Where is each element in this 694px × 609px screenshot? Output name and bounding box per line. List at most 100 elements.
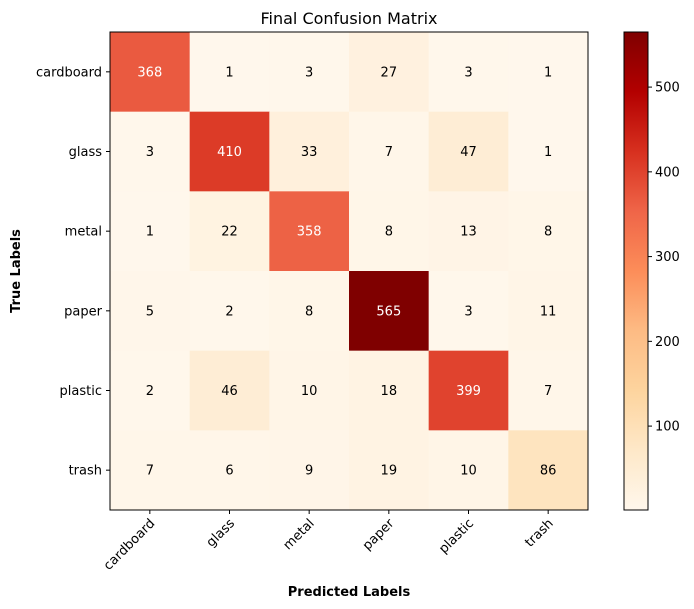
cell-value: 46 bbox=[221, 384, 238, 399]
matrix-cell bbox=[508, 430, 589, 511]
colorbar-ticks: 100 200 300 400 500 bbox=[648, 81, 680, 435]
matrix-cell bbox=[269, 350, 350, 431]
cell-value: 7 bbox=[544, 384, 552, 399]
cell-value: 11 bbox=[540, 304, 557, 319]
cell-value: 410 bbox=[217, 145, 242, 160]
cell-value: 5 bbox=[146, 304, 154, 319]
cell-value: 9 bbox=[305, 464, 313, 479]
colorbar-tick-label: 500 bbox=[655, 81, 680, 96]
matrix-cell bbox=[508, 271, 589, 352]
matrix-cell bbox=[349, 111, 430, 192]
cell-value: 358 bbox=[297, 225, 322, 240]
matrix-cell bbox=[110, 271, 191, 352]
matrix-frame bbox=[109, 31, 589, 511]
matrix-cell bbox=[110, 430, 191, 511]
cell-value: 19 bbox=[381, 464, 398, 479]
x-ticks: cardboard glass metal paper plastic trash bbox=[101, 510, 557, 574]
cell-value: 3 bbox=[146, 145, 154, 160]
cell-value: 47 bbox=[460, 145, 477, 160]
matrix-cell bbox=[428, 350, 509, 431]
colorbar: 100 200 300 400 500 bbox=[623, 31, 680, 511]
cell-value: 2 bbox=[146, 384, 154, 399]
cell-value: 13 bbox=[460, 225, 477, 240]
matrix-cell bbox=[428, 111, 509, 192]
cell-value: 7 bbox=[146, 464, 154, 479]
y-tick-label: paper bbox=[64, 304, 102, 319]
cell-value: 86 bbox=[540, 464, 557, 479]
matrix-cell bbox=[110, 111, 191, 192]
cell-value: 27 bbox=[381, 65, 398, 80]
cell-value: 1 bbox=[225, 65, 233, 80]
cell-value: 565 bbox=[376, 304, 401, 319]
x-tick-label: metal bbox=[281, 516, 318, 553]
cell-value: 3 bbox=[464, 304, 472, 319]
y-tick-label: cardboard bbox=[36, 65, 102, 80]
cell-value: 2 bbox=[225, 304, 233, 319]
matrix-cell bbox=[189, 111, 270, 192]
chart-title: Final Confusion Matrix bbox=[260, 9, 437, 28]
cell-value: 368 bbox=[137, 65, 162, 80]
matrix-cell bbox=[508, 111, 589, 192]
colorbar-tick-label: 100 bbox=[655, 420, 680, 435]
matrix-cell bbox=[189, 271, 270, 352]
matrix-cell bbox=[189, 32, 270, 113]
cell-value: 6 bbox=[225, 464, 233, 479]
matrix-cell bbox=[110, 191, 191, 272]
y-tick-label: trash bbox=[69, 464, 102, 479]
cell-value: 1 bbox=[146, 225, 154, 240]
matrix-cell bbox=[508, 32, 589, 113]
matrix-cell bbox=[508, 350, 589, 431]
cell-value: 8 bbox=[305, 304, 313, 319]
x-tick-label: cardboard bbox=[101, 516, 158, 573]
cell-value: 33 bbox=[301, 145, 318, 160]
cell-value: 8 bbox=[544, 225, 552, 240]
cell-value: 3 bbox=[464, 65, 472, 80]
matrix-cell bbox=[110, 350, 191, 431]
matrix-cell bbox=[349, 350, 430, 431]
cell-value: 10 bbox=[301, 384, 318, 399]
matrix-cell bbox=[269, 271, 350, 352]
matrix-cell bbox=[269, 191, 350, 272]
matrix-cell bbox=[508, 191, 589, 272]
cell-value: 1 bbox=[544, 65, 552, 80]
matrix-cell bbox=[349, 271, 430, 352]
matrix-cell bbox=[269, 111, 350, 192]
cell-value: 10 bbox=[460, 464, 477, 479]
matrix-cell bbox=[428, 271, 509, 352]
y-tick-label: metal bbox=[65, 225, 102, 240]
y-tick-label: glass bbox=[69, 145, 103, 160]
matrix-cell bbox=[189, 191, 270, 272]
matrix-cell bbox=[349, 32, 430, 113]
matrix-cell bbox=[189, 350, 270, 431]
cell-value: 399 bbox=[456, 384, 481, 399]
cell-value: 8 bbox=[385, 225, 393, 240]
matrix-cell bbox=[428, 191, 509, 272]
matrix-cell bbox=[349, 430, 430, 511]
matrix-cell bbox=[269, 430, 350, 511]
matrix-cell bbox=[349, 191, 430, 272]
colorbar-tick-label: 200 bbox=[655, 335, 680, 350]
x-axis-label: Predicted Labels bbox=[288, 585, 411, 600]
cell-value: 1 bbox=[544, 145, 552, 160]
y-axis-label: True Labels bbox=[9, 229, 24, 313]
colorbar-tick-label: 300 bbox=[655, 250, 680, 265]
matrix-cell bbox=[269, 32, 350, 113]
x-tick-label: paper bbox=[360, 516, 398, 554]
y-ticks: cardboard glass metal paper plastic trash bbox=[36, 65, 110, 479]
matrix-cell bbox=[428, 32, 509, 113]
colorbar-gradient bbox=[623, 31, 649, 511]
x-tick-label: plastic bbox=[436, 516, 477, 557]
y-tick-label: plastic bbox=[60, 384, 102, 399]
cell-value: 3 bbox=[305, 65, 313, 80]
matrix-cell bbox=[189, 430, 270, 511]
colorbar-tick-label: 400 bbox=[655, 165, 680, 180]
matrix-cells: 368 1 3 27 3 13 410 33 7 47 11 22 358 8 13 85 2 8 565 3 112 4… bbox=[110, 32, 589, 511]
cell-value: 18 bbox=[381, 384, 398, 399]
x-tick-label: glass bbox=[204, 516, 238, 550]
cell-value: 22 bbox=[221, 225, 238, 240]
matrix-cell bbox=[428, 430, 509, 511]
cell-value: 7 bbox=[385, 145, 393, 160]
x-tick-label: trash bbox=[522, 516, 556, 550]
matrix-cell bbox=[110, 32, 191, 113]
